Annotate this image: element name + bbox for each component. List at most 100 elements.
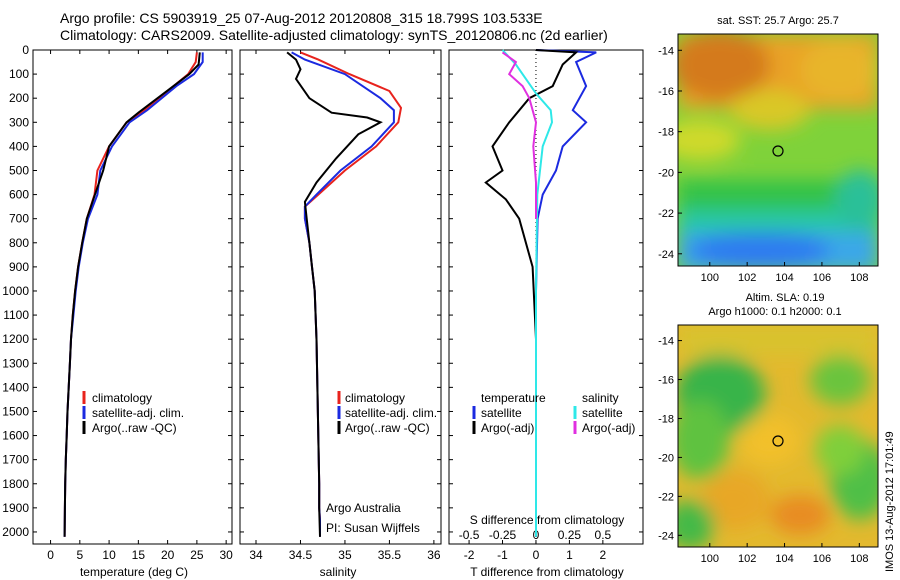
depth-tick-label: 1000: [2, 284, 29, 298]
map-lat-label: -20: [658, 452, 674, 464]
legend-label-temp-satellite: satellite: [481, 406, 522, 420]
legend-label-climatology: climatology: [92, 391, 152, 405]
x-tick-label: -2: [464, 548, 475, 562]
series-line-argo-raw-qc: [63, 52, 201, 537]
sst-map-field: [678, 34, 878, 266]
map-lat-label: -24: [658, 530, 674, 542]
map-lon-label: 106: [813, 272, 831, 284]
figure-subtitle: Climatology: CARS2009. Satellite-adjuste…: [60, 27, 608, 43]
legend-title-salinity: salinity: [582, 391, 619, 405]
legend-label-argo: Argo(..raw -QC): [92, 421, 177, 435]
series-line-argo-adj-salinity: [501, 51, 538, 219]
depth-tick-label: 2000: [2, 525, 29, 539]
map-lat-label: -16: [658, 375, 674, 387]
sla-map-field: [678, 325, 878, 547]
temperature-xlabel: temperature (deg C): [80, 565, 188, 579]
x-tick-label: 0: [533, 548, 540, 562]
top-tick-label: -0.25: [489, 528, 517, 542]
x-tick-label: 35: [338, 548, 352, 562]
depth-tick-label: 1400: [2, 380, 29, 394]
series-line-satellite-adj-clim: [291, 51, 395, 537]
map-lon-label: 102: [738, 553, 756, 565]
legend-label-sal-satellite: satellite: [582, 406, 623, 420]
sla-map-axes: -14 -16 -18 -20 -22 -24 100 102 104 106 108: [658, 336, 868, 565]
series-line-satellite-adj-clim: [63, 52, 204, 537]
depth-axis: 0 100 200 300 400 500 600 700 800 900 1000 1100 1200…: [2, 43, 643, 539]
depth-tick-label: 100: [9, 67, 29, 81]
x-tick-label: 5: [76, 548, 83, 562]
argo-float-marker: [772, 435, 784, 447]
legend-label-satellite: satellite-adj. clim.: [345, 406, 437, 420]
depth-tick-label: 700: [9, 212, 29, 226]
depth-tick-label: 1100: [3, 308, 29, 322]
depth-tick-label: 800: [9, 236, 29, 250]
depth-tick-label: 300: [9, 115, 29, 129]
map-lon-label: 104: [775, 553, 793, 565]
map-lon-label: 102: [738, 272, 756, 284]
sst-map-title: sat. SST: 25.7 Argo: 25.7: [717, 15, 839, 27]
legend-label-sal-argo: Argo(-adj): [582, 421, 635, 435]
x-tick-label: -1: [497, 548, 508, 562]
map-lat-label: -22: [658, 491, 674, 503]
series-line-argo-raw-qc: [286, 51, 383, 537]
map-lon-label: 108: [850, 553, 868, 565]
x-tick-label: 34: [249, 548, 263, 562]
x-tick-label: 30: [219, 548, 233, 562]
map-lon-label: 106: [813, 553, 831, 565]
top-tick-label: 0.5: [595, 528, 612, 542]
x-tick-label: 1: [566, 548, 573, 562]
x-tick-label: 15: [132, 548, 146, 562]
sla-map-title: Altim. SLA: 0.19: [746, 292, 825, 304]
difference-xlabel: T difference from climatology: [470, 565, 624, 579]
depth-tick-label: 1700: [2, 453, 29, 467]
series-line-argo-adj-temperature: [484, 49, 579, 537]
x-tick-label: 20: [161, 548, 175, 562]
depth-tick-label: 1200: [2, 332, 29, 346]
depth-tick-label: 1600: [2, 429, 29, 443]
salinity-xlabel: salinity: [320, 565, 357, 579]
depth-tick-label: 600: [9, 188, 29, 202]
depth-tick-label: 200: [9, 91, 29, 105]
map-lat-label: -18: [658, 413, 674, 425]
map-lon-label: 104: [775, 272, 793, 284]
sst-map: sat. SST: 25.7 Argo: 25.7 -14-16-: [658, 15, 879, 284]
salinity-note-pi: PI: Susan Wijffels: [326, 521, 420, 535]
depth-tick-label: 0: [22, 43, 29, 57]
map-lat-label: -22: [658, 208, 674, 220]
map-lon-label: 108: [850, 272, 868, 284]
map-lat-label: -14: [658, 336, 674, 348]
map-lon-label: 100: [701, 272, 719, 284]
sla-map: Altim. SLA: 0.19 Argo h1000: 0.1 h2000: …: [658, 292, 879, 565]
depth-tick-label: 1300: [2, 356, 29, 370]
depth-tick-label: 900: [9, 260, 29, 274]
series-line-satellite-salinity: [501, 49, 554, 537]
x-tick-label: 10: [102, 548, 116, 562]
x-tick-label: 2: [600, 548, 607, 562]
imos-timestamp: IMOS 13-Aug-2012 17:01:49: [884, 431, 896, 572]
argo-float-marker: [772, 145, 784, 157]
map-lat-label: -24: [658, 249, 674, 261]
legend-title-temperature: temperature: [481, 391, 546, 405]
map-lat-label: -20: [658, 167, 674, 179]
difference-panel-frame: [448, 49, 644, 545]
salinity-note-agency: Argo Australia: [326, 501, 401, 515]
difference-top-label: S difference from climatology: [470, 513, 625, 527]
map-lon-label: 100: [701, 553, 719, 565]
temperature-legend: climatology satellite-adj. clim. Argo(..…: [82, 391, 184, 435]
legend-label-satellite: satellite-adj. clim.: [92, 406, 184, 420]
map-lat-label: -16: [658, 86, 674, 98]
depth-tick-label: 1500: [2, 404, 29, 418]
depth-tick-label: 1800: [2, 477, 29, 491]
map-lat-label: -18: [658, 127, 674, 139]
x-tick-label: 36: [427, 548, 441, 562]
salinity-panel-frame: [239, 49, 442, 545]
map-lat-label: -14: [658, 45, 674, 57]
salinity-legend: climatology satellite-adj. clim. Argo(..…: [326, 391, 437, 535]
x-tick-label: 34.5: [289, 548, 313, 562]
temperature-panel: 0 5 10 15 20 25 30: [47, 50, 233, 562]
temperature-panel-frame: [32, 49, 233, 545]
difference-legend: temperature satellite Argo(-adj) salinit…: [472, 391, 635, 435]
series-line-satellite-temperature: [535, 49, 597, 537]
